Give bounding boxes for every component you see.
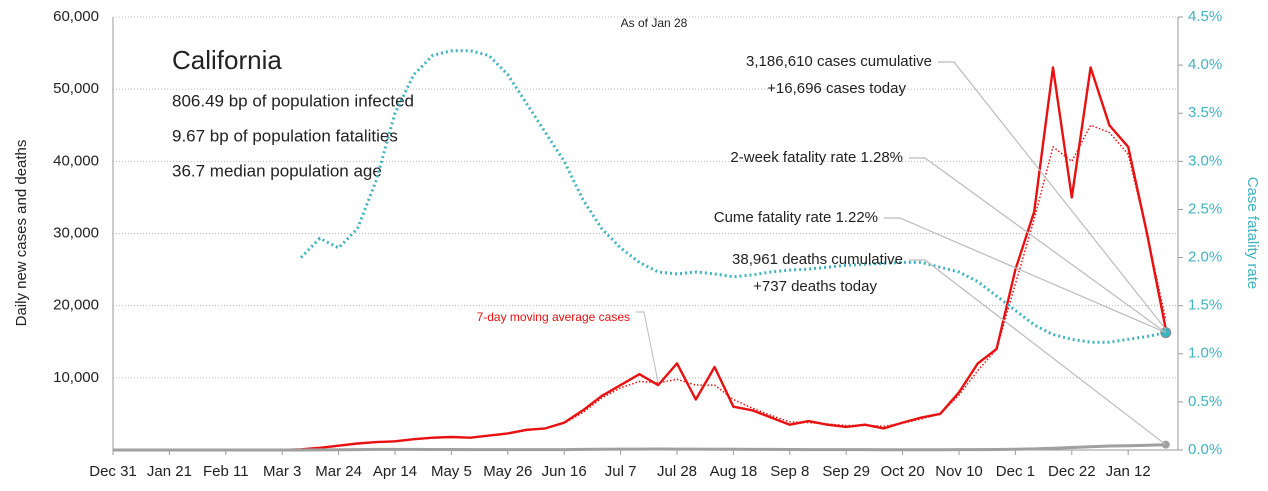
y-axis-label: Daily new cases and deaths (13, 140, 30, 327)
leader-line (884, 217, 1167, 334)
leader-line (636, 311, 659, 383)
y-tick-label: 20,000 (53, 297, 99, 314)
x-tick-label: Aug 18 (710, 463, 758, 480)
annotation: +737 deaths today (753, 278, 877, 295)
y2-tick-label: 1.0% (1188, 345, 1222, 362)
x-tick-label: Sep 8 (770, 463, 809, 480)
x-tick-label: Dec 22 (1048, 463, 1096, 480)
y2-axis-label: Case fatality rate (1244, 177, 1261, 290)
info-line: 9.67 bp of population fatalities (172, 126, 398, 145)
y2-tick-label: 4.5% (1188, 8, 1222, 25)
x-tick-label: May 26 (483, 463, 532, 480)
info-line: 806.49 bp of population infected (172, 91, 414, 110)
y-tick-label: 30,000 (53, 224, 99, 241)
x-tick-label: Dec 1 (996, 463, 1035, 480)
x-tick-label: Nov 10 (935, 463, 983, 480)
x-tick-label: Oct 20 (881, 463, 925, 480)
x-tick-label: Jun 16 (542, 463, 587, 480)
y2-tick-label: 0.5% (1188, 393, 1222, 410)
x-tick-label: Apr 14 (373, 463, 417, 480)
y2-tick-label: 2.5% (1188, 200, 1222, 217)
x-tick-label: Mar 3 (263, 463, 301, 480)
x-tick-label: Jan 12 (1106, 463, 1151, 480)
x-tick-label: Jul 7 (605, 463, 637, 480)
y-tick-label: 10,000 (53, 369, 99, 386)
y2-tick-label: 3.5% (1188, 104, 1222, 121)
y-tick-label: 60,000 (53, 8, 99, 25)
annotation: 38,961 deaths cumulative (732, 251, 903, 268)
subtitle: As of Jan 28 (621, 16, 688, 30)
annotation: +16,696 cases today (767, 80, 906, 97)
chart-title: California (172, 45, 282, 75)
x-tick-label: Jul 28 (657, 463, 697, 480)
y-tick-label: 40,000 (53, 152, 99, 169)
leader-line (938, 61, 1167, 330)
annotation: 2-week fatality rate 1.28% (730, 149, 903, 166)
x-tick-label: Sep 29 (822, 463, 870, 480)
leader-line (909, 259, 1167, 446)
x-tick-label: Mar 24 (315, 463, 362, 480)
series-line (113, 443, 1166, 452)
annotation: 3,186,610 cases cumulative (746, 53, 932, 70)
y2-tick-label: 0.0% (1188, 441, 1222, 458)
y2-tick-label: 4.0% (1188, 56, 1222, 73)
leader-line (909, 157, 1167, 334)
y2-tick-label: 1.5% (1188, 297, 1222, 314)
y2-tick-label: 3.0% (1188, 152, 1222, 169)
annotation: Cume fatality rate 1.22% (714, 209, 878, 226)
x-tick-label: Jan 21 (147, 463, 192, 480)
x-tick-label: Feb 11 (203, 463, 249, 480)
x-tick-label: Dec 31 (89, 463, 137, 480)
y-tick-label: 50,000 (53, 80, 99, 97)
y2-tick-label: 2.0% (1188, 249, 1222, 266)
series-annotation: 7-day moving average cases (477, 310, 630, 324)
info-line: 36.7 median population age (172, 161, 382, 180)
x-tick-label: May 5 (431, 463, 472, 480)
